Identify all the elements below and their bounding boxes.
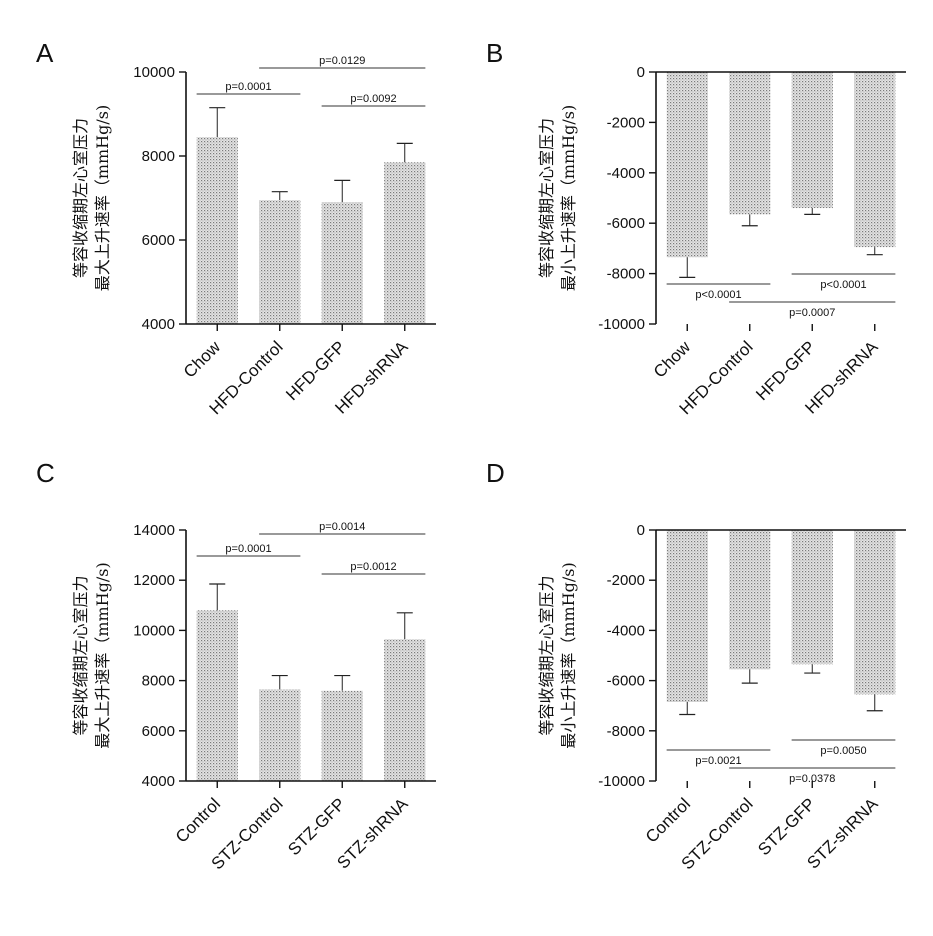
- x-tick-label: Control: [172, 794, 224, 846]
- y-tick-label: -4000: [607, 165, 645, 182]
- y-tick-label: -4000: [607, 622, 645, 639]
- panel-a: A 40006000800010000ChowHFD-ControlHFD-GF…: [0, 0, 466, 466]
- bar: [259, 200, 300, 324]
- p-value-label: p=0.0012: [350, 561, 396, 573]
- y-tick-label: 6000: [142, 232, 175, 249]
- y-tick-label: 4000: [142, 773, 175, 790]
- bar: [197, 137, 238, 324]
- y-axis-label-line2: 最大上升速率（mmHg/s): [93, 105, 112, 291]
- y-tick-label: 14000: [133, 522, 175, 539]
- bar: [259, 689, 300, 781]
- p-value-label: p<0.0001: [820, 279, 866, 291]
- y-axis-label-line1: 等容收缩期左心室压力: [537, 118, 556, 278]
- y-tick-label: 6000: [142, 723, 175, 740]
- p-value-label: p=0.0001: [225, 543, 271, 555]
- x-tick-label: STZ-GFP: [754, 794, 819, 859]
- p-value-label: p=0.0001: [225, 81, 271, 93]
- y-tick-label: 8000: [142, 673, 175, 690]
- bar: [854, 72, 895, 247]
- y-tick-label: -2000: [607, 114, 645, 131]
- y-axis-label-line1: 等容收缩期左心室压力: [71, 575, 90, 735]
- panel-c: C 400060008000100001200014000ControlSTZ-…: [0, 466, 466, 936]
- x-tick-label: Chow: [650, 337, 695, 382]
- p-value-label: p=0.0092: [350, 93, 396, 105]
- panel-b: B -10000-8000-6000-4000-20000ChowHFD-Con…: [466, 0, 933, 466]
- bar: [729, 72, 770, 214]
- bar: [384, 162, 425, 324]
- y-tick-label: 0: [637, 64, 645, 81]
- chart-d: -10000-8000-6000-4000-20000ControlSTZ-Co…: [466, 466, 933, 936]
- y-axis-label-line2: 最大上升速率（mmHg/s): [93, 562, 112, 748]
- bar: [854, 530, 895, 694]
- y-tick-label: 12000: [133, 572, 175, 589]
- p-value-label: p=0.0050: [820, 745, 866, 757]
- chart-c: 400060008000100001200014000ControlSTZ-Co…: [0, 466, 466, 936]
- bar: [384, 639, 425, 781]
- chart-a: 40006000800010000ChowHFD-ControlHFD-GFPH…: [0, 0, 466, 466]
- y-tick-label: 10000: [133, 64, 175, 81]
- p-value-label: p=0.0021: [695, 755, 741, 767]
- x-tick-label: HFD-GFP: [282, 337, 349, 404]
- p-value-label: p=0.0129: [319, 55, 365, 67]
- p-value-label: p=0.0007: [789, 307, 835, 319]
- y-axis-label-line2: 最小上升速率（mmHg/s): [559, 105, 578, 291]
- y-axis-label-line2: 最小上升速率（mmHg/s): [559, 562, 578, 748]
- y-axis-label-line1: 等容收缩期左心室压力: [71, 118, 90, 278]
- p-value-label: p<0.0001: [695, 289, 741, 301]
- y-tick-label: -6000: [607, 673, 645, 690]
- bar: [667, 530, 708, 702]
- x-tick-label: Chow: [180, 337, 225, 382]
- bar: [322, 202, 363, 324]
- bar: [792, 72, 833, 208]
- y-axis-label-line1: 等容收缩期左心室压力: [537, 575, 556, 735]
- bar: [322, 691, 363, 781]
- bar: [729, 530, 770, 669]
- y-tick-label: -8000: [607, 266, 645, 283]
- bar: [792, 530, 833, 664]
- y-tick-label: 4000: [142, 316, 175, 333]
- chart-b: -10000-8000-6000-4000-20000ChowHFD-Contr…: [466, 0, 933, 466]
- x-tick-label: HFD-GFP: [752, 337, 819, 404]
- x-tick-label: STZ-GFP: [284, 794, 349, 859]
- y-tick-label: -6000: [607, 215, 645, 232]
- x-tick-label: Control: [642, 794, 694, 846]
- p-value-label: p=0.0378: [789, 773, 835, 785]
- y-tick-label: -2000: [607, 572, 645, 589]
- y-tick-label: 10000: [133, 622, 175, 639]
- y-tick-label: -8000: [607, 723, 645, 740]
- y-tick-label: 8000: [142, 148, 175, 165]
- p-value-label: p=0.0014: [319, 521, 365, 533]
- bar: [667, 72, 708, 257]
- y-tick-label: -10000: [598, 773, 645, 790]
- y-tick-label: -10000: [598, 316, 645, 333]
- panel-d: D -10000-8000-6000-4000-20000ControlSTZ-…: [466, 466, 933, 936]
- bar: [197, 610, 238, 781]
- y-tick-label: 0: [637, 522, 645, 539]
